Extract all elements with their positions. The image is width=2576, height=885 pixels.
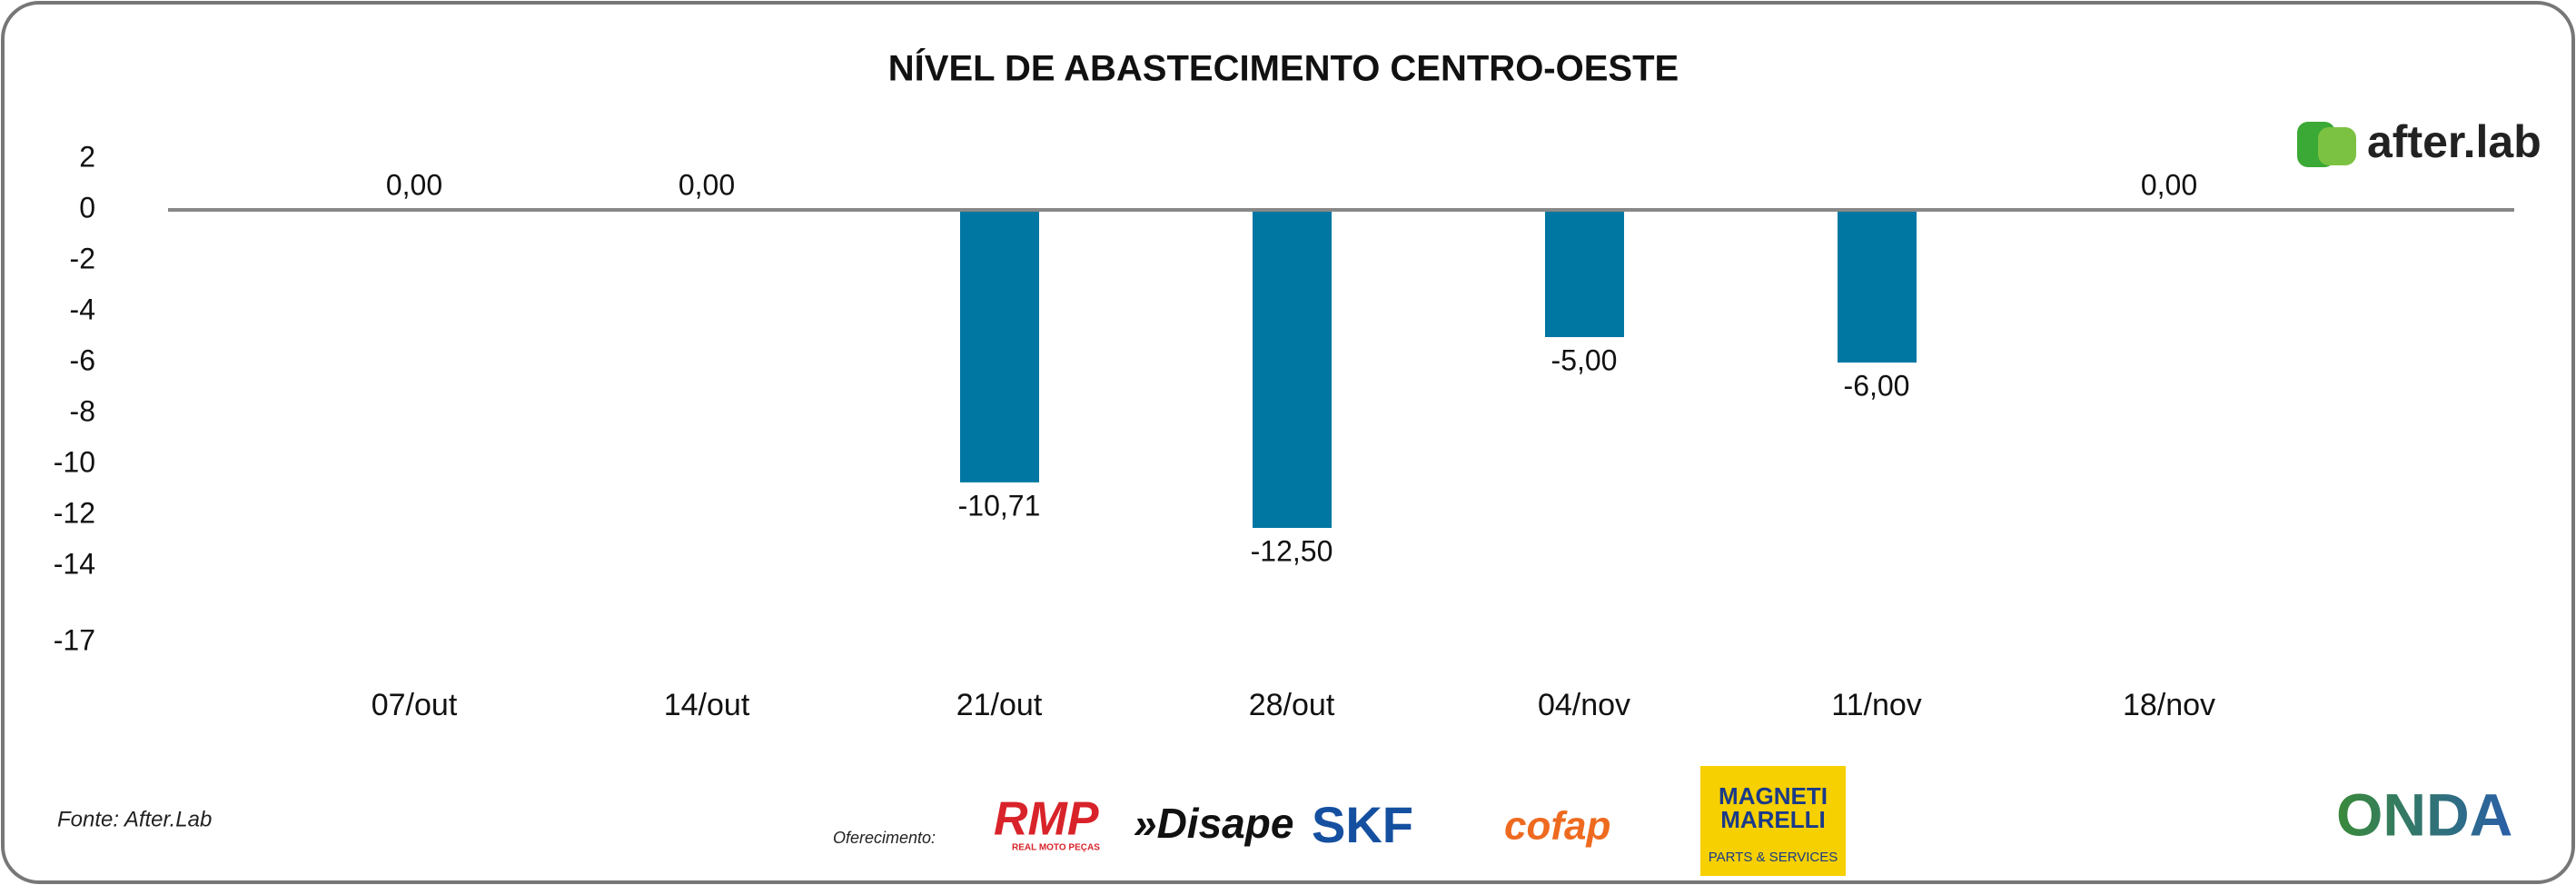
sponsor-logo: MAGNETI xyxy=(1719,782,1828,810)
sponsor-logo: PARTS & SERVICES xyxy=(1709,850,1838,865)
sponsor-logo: RMP xyxy=(994,793,1099,846)
y-tick-label: -12 xyxy=(54,496,95,529)
x-tick-label: 28/out xyxy=(1249,688,1335,722)
y-tick-label: -2 xyxy=(70,242,95,274)
y-tick-label: 0 xyxy=(79,191,95,224)
value-label: 0,00 xyxy=(386,168,442,201)
sponsor-box xyxy=(1700,766,1846,876)
x-tick-label: 04/nov xyxy=(1538,688,1630,722)
x-tick-label: 18/nov xyxy=(2123,688,2215,722)
sponsor-logo: ONDA xyxy=(2336,781,2512,848)
bar xyxy=(960,210,1039,482)
x-tick-label: 14/out xyxy=(664,688,750,722)
value-label: -10,71 xyxy=(958,489,1041,522)
chart-title: NÍVEL DE ABASTECIMENTO CENTRO-OESTE xyxy=(888,48,1679,89)
y-tick-label: -17 xyxy=(54,623,95,656)
sponsor-logo: cofap xyxy=(1504,804,1610,849)
sponsor-label: Oferecimento: xyxy=(833,829,936,847)
bar xyxy=(1838,210,1917,363)
y-tick-label: 2 xyxy=(79,140,95,173)
source: Fonte: After.Lab xyxy=(57,807,212,831)
x-tick-label: 07/out xyxy=(372,688,458,722)
y-tick-label: -14 xyxy=(54,547,95,580)
y-tick-label: -6 xyxy=(70,343,95,376)
value-label: -12,50 xyxy=(1251,534,1333,567)
value-label: 0,00 xyxy=(679,168,735,201)
sponsor-logo: »Disape xyxy=(1134,800,1293,847)
y-tick-label: -4 xyxy=(70,293,95,325)
y-tick-label: -10 xyxy=(54,445,95,478)
x-tick-label: 11/nov xyxy=(1831,688,1922,722)
y-tick-label: -8 xyxy=(70,394,95,427)
value-label: -5,00 xyxy=(1551,343,1618,376)
logo-shape xyxy=(2318,127,2356,165)
brand-name: after.lab xyxy=(2367,116,2541,167)
value-label: -6,00 xyxy=(1844,369,1910,402)
value-label: 0,00 xyxy=(2141,168,2197,201)
sponsor-logo: SKF xyxy=(1312,796,1413,853)
bar xyxy=(1253,210,1332,528)
sponsor-logo: MARELLI xyxy=(1720,806,1826,833)
brand-logo: after.lab xyxy=(2297,116,2541,167)
sponsor-logo: REAL MOTO PEÇAS xyxy=(1012,843,1100,853)
x-tick-label: 21/out xyxy=(956,688,1043,722)
bar xyxy=(1545,210,1624,337)
